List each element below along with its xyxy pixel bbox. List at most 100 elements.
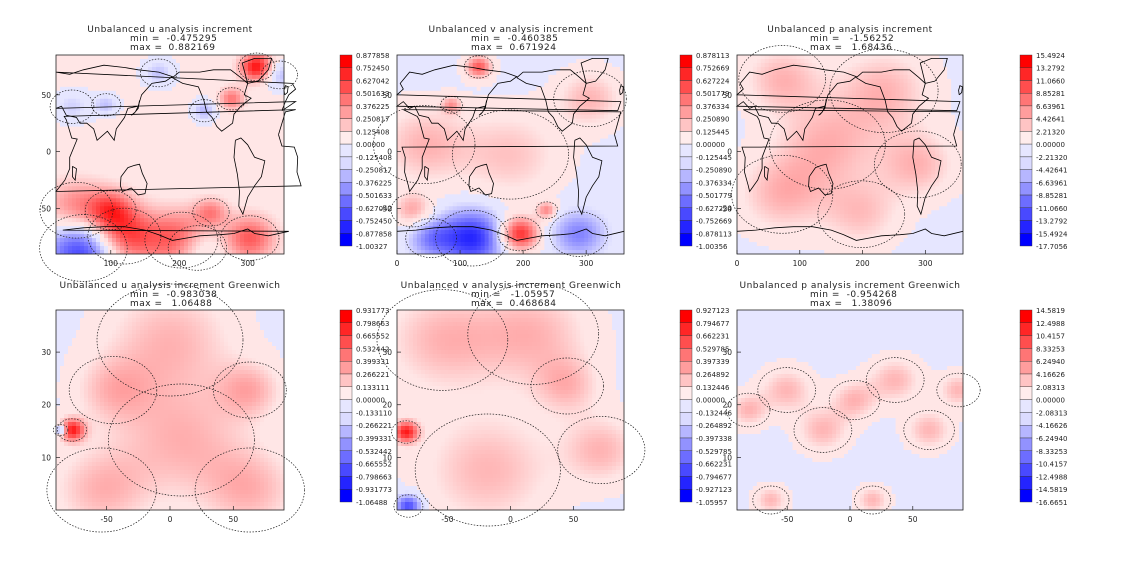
- heatmap-cell: [76, 174, 80, 178]
- heatmap-cell: [168, 91, 172, 95]
- heatmap-cell: [96, 170, 100, 174]
- heatmap-cell: [256, 246, 260, 250]
- heatmap-cell: [144, 123, 148, 127]
- heatmap-cell: [156, 135, 160, 139]
- heatmap-cell: [188, 59, 192, 63]
- heatmap-cell: [244, 210, 248, 214]
- heatmap-cell: [252, 174, 256, 178]
- heatmap-cell: [232, 174, 236, 178]
- heatmap-cell: [600, 63, 604, 67]
- colorbar-label: 0.125408: [356, 128, 389, 136]
- heatmap-cell: [212, 75, 216, 79]
- heatmap-cell: [413, 59, 417, 63]
- heatmap-cell: [104, 198, 108, 202]
- heatmap-cell: [204, 119, 208, 123]
- heatmap-cell: [256, 67, 260, 71]
- heatmap-cell: [148, 158, 152, 162]
- heatmap-cell: [172, 139, 176, 143]
- heatmap-cell: [172, 131, 176, 135]
- heatmap-cell: [112, 162, 116, 166]
- heatmap-cell: [100, 234, 104, 238]
- heatmap-cell: [248, 75, 252, 79]
- heatmap-cell: [160, 194, 164, 198]
- heatmap-cell: [184, 99, 188, 103]
- heatmap-cell: [108, 75, 112, 79]
- heatmap-cell: [264, 131, 268, 135]
- heatmap-cell: [120, 139, 124, 143]
- heatmap-cell: [260, 123, 264, 127]
- heatmap-cell: [180, 127, 184, 131]
- heatmap-cell: [184, 59, 188, 63]
- heatmap-cell: [132, 139, 136, 143]
- heatmap-cell: [433, 59, 437, 63]
- heatmap-cell: [216, 135, 220, 139]
- heatmap-cell: [100, 174, 104, 178]
- heatmap-cell: [120, 210, 124, 214]
- heatmap-cell: [120, 135, 124, 139]
- heatmap-cell: [156, 107, 160, 111]
- heatmap-cell: [204, 158, 208, 162]
- heatmap-cell: [152, 123, 156, 127]
- heatmap-cell: [64, 107, 68, 111]
- heatmap-cell: [252, 170, 256, 174]
- heatmap-cell: [260, 198, 264, 202]
- heatmap-cell: [256, 194, 260, 198]
- heatmap-cell: [240, 182, 244, 186]
- heatmap-cell: [208, 182, 212, 186]
- heatmap-cell: [68, 202, 72, 206]
- heatmap-cell: [160, 123, 164, 127]
- heatmap-cell: [256, 111, 260, 115]
- heatmap-cell: [100, 111, 104, 115]
- heatmap-cell: [216, 178, 220, 182]
- heatmap-cell: [232, 83, 236, 87]
- heatmap-cell: [272, 127, 276, 131]
- heatmap-cell: [104, 123, 108, 127]
- heatmap-cell: [64, 155, 68, 159]
- heatmap-cell: [88, 166, 92, 170]
- heatmap-cell: [240, 226, 244, 230]
- heatmap-cell: [156, 123, 160, 127]
- heatmap-cell: [120, 151, 124, 155]
- heatmap-cell: [236, 218, 240, 222]
- y-tick-label: 50: [41, 91, 51, 100]
- heatmap-cell: [228, 151, 232, 155]
- heatmap-cell: [160, 79, 164, 83]
- heatmap-cell: [56, 55, 60, 59]
- heatmap-cell: [56, 63, 60, 67]
- heatmap-cell: [84, 238, 88, 242]
- heatmap-cell: [116, 79, 120, 83]
- heatmap-cell: [196, 226, 200, 230]
- heatmap-cell: [268, 190, 272, 194]
- heatmap-cell: [112, 143, 116, 147]
- heatmap-cell: [132, 174, 136, 178]
- colorbar-label: -0.376225: [356, 179, 392, 187]
- heatmap-cell: [401, 67, 405, 71]
- heatmap-cell: [100, 158, 104, 162]
- heatmap-cell: [76, 198, 80, 202]
- heatmap-cell: [176, 206, 180, 210]
- heatmap-cell: [136, 190, 140, 194]
- heatmap-cell: [449, 55, 453, 59]
- heatmap-cell: [276, 95, 280, 99]
- heatmap-cell: [240, 242, 244, 246]
- heatmap-cell: [276, 218, 280, 222]
- heatmap-cell: [268, 115, 272, 119]
- heatmap-cell: [276, 71, 280, 75]
- heatmap-cell: [56, 238, 60, 242]
- heatmap-cell: [437, 63, 441, 67]
- heatmap-cell: [240, 95, 244, 99]
- heatmap-cell: [136, 186, 140, 190]
- heatmap-cell: [272, 155, 276, 159]
- heatmap-cell: [516, 59, 520, 63]
- heatmap-cell: [208, 55, 212, 59]
- heatmap-cell: [409, 67, 413, 71]
- heatmap-cell: [272, 206, 276, 210]
- heatmap-cell: [244, 218, 248, 222]
- heatmap-cell: [168, 67, 172, 71]
- heatmap-cell: [572, 55, 576, 59]
- heatmap-cell: [236, 210, 240, 214]
- heatmap-cell: [232, 67, 236, 71]
- heatmap-cell: [136, 95, 140, 99]
- heatmap-cell: [401, 59, 405, 63]
- heatmap-cell: [264, 226, 268, 230]
